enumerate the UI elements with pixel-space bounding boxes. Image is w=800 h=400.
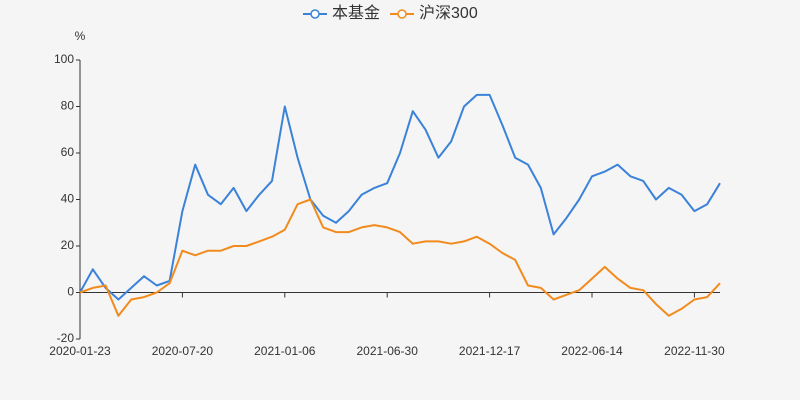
x-tick-label: 2020-01-23 — [49, 344, 111, 358]
series-line — [79, 198, 721, 317]
x-tick-label: 2020-07-20 — [152, 344, 214, 358]
legend-symbol — [397, 9, 407, 19]
legend: 本基金 沪深300 — [303, 4, 478, 22]
y-unit: % — [75, 29, 86, 43]
legend-label: 本基金 — [332, 4, 380, 22]
series-line — [79, 93, 721, 301]
y-tick-label: 0 — [67, 285, 74, 299]
y-tick-label: 80 — [61, 99, 75, 113]
x-tick-label: 2021-06-30 — [357, 344, 419, 358]
x-tick-label: 2022-11-30 — [664, 344, 725, 358]
y-tick-label: 20 — [61, 238, 75, 252]
x-tick-label: 2021-01-06 — [254, 344, 316, 358]
x-tick-label: 2022-06-14 — [561, 344, 623, 358]
legend-symbol — [310, 9, 320, 19]
y-tick-label: 40 — [61, 192, 75, 206]
x-tick-label: 2021-12-17 — [459, 344, 521, 358]
legend-label: 沪深300 — [419, 4, 478, 22]
y-tick-label: -20 — [57, 331, 75, 345]
y-tick-label: 100 — [54, 52, 74, 66]
y-tick-label: 60 — [61, 145, 75, 159]
